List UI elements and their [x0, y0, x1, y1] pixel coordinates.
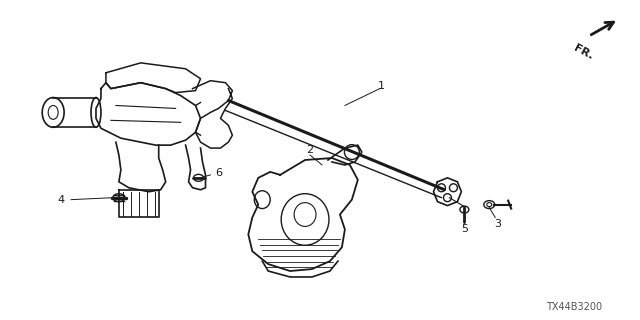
Text: 1: 1: [378, 81, 385, 91]
Text: 6: 6: [215, 168, 222, 178]
Text: 4: 4: [58, 195, 65, 205]
Text: 3: 3: [493, 220, 500, 229]
Text: FR.: FR.: [572, 43, 595, 61]
Text: TX44B3200: TX44B3200: [546, 302, 602, 312]
Text: 2: 2: [307, 145, 314, 155]
Text: 5: 5: [461, 224, 468, 234]
